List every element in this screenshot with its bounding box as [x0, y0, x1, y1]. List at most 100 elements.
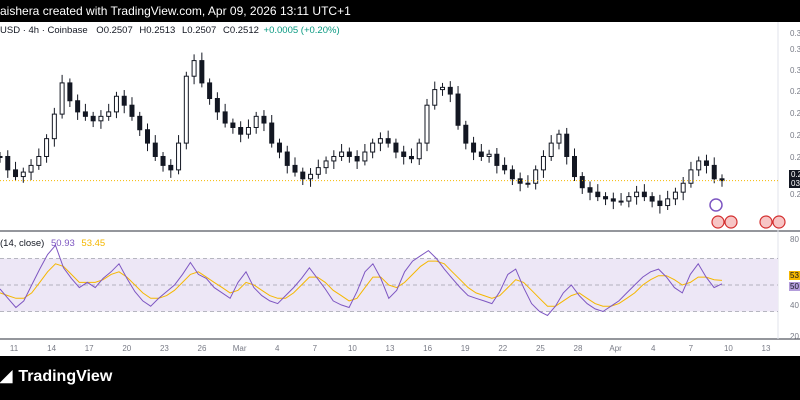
price-tick-label: 0.2: [790, 109, 800, 118]
candle-body: [214, 98, 220, 113]
candle-body: [331, 155, 337, 162]
candle-body: [440, 86, 446, 91]
candle-body: [269, 122, 275, 144]
candle-body: [478, 151, 484, 157]
candle-body: [362, 151, 368, 162]
tradingview-logo[interactable]: ◢ TradingView: [0, 365, 112, 389]
rsi-line: [0, 244, 723, 317]
time-tick-label: 19: [461, 344, 470, 353]
candle-body: [587, 187, 593, 193]
candle-body: [432, 89, 438, 106]
price-tick-label: 0.2: [790, 87, 800, 96]
bar-countdown: 03:: [791, 179, 800, 188]
footer-bar: ◢ TradingView: [0, 356, 800, 400]
last-price-tag: 0.2 03:: [789, 170, 800, 188]
rsi-ma-tag: 53: [789, 271, 800, 280]
candle-body: [245, 127, 251, 135]
time-tick-label: 10: [724, 344, 733, 353]
close-label: C: [222, 25, 230, 36]
time-tick-label: Apr: [609, 344, 622, 353]
rsi-params: (14, close): [0, 238, 45, 249]
rsi-value-tag-value: 50: [790, 282, 799, 291]
candle-body: [82, 111, 88, 117]
candle-body: [90, 115, 96, 122]
candle-body: [665, 198, 671, 207]
candle-body: [688, 169, 694, 184]
candle-body: [145, 129, 151, 144]
rsi-value: 50.93: [51, 238, 75, 249]
candle-body: [494, 153, 500, 166]
event-markers: [709, 198, 786, 229]
candle-body: [183, 75, 189, 144]
candle-body: [579, 176, 585, 189]
us-flag-icon: [759, 215, 773, 229]
candle-body: [176, 142, 182, 171]
candle-body: [354, 155, 360, 162]
candle-body: [634, 191, 640, 198]
price-tick-label: 0.3: [790, 29, 800, 38]
candle-body: [292, 164, 298, 173]
candle-body: [603, 196, 609, 200]
candle-body: [610, 198, 616, 202]
candle-body: [385, 138, 391, 144]
rsi-value-tag: 50: [789, 282, 800, 291]
rsi-pane: 80 40 20: [0, 235, 799, 341]
candle-body: [486, 153, 492, 157]
candle-body: [222, 111, 228, 124]
price-tick-label: 0.2: [790, 153, 800, 162]
chart-header: aishera created with TradingView.com, Ap…: [0, 0, 800, 22]
candle-body: [696, 160, 702, 171]
price-axis: 0.3 0.3 0.3 0.2 0.2 0.2 0.2 0.2: [790, 29, 800, 199]
time-tick-label: 20: [122, 344, 131, 353]
candle-body: [261, 115, 267, 124]
candle-body: [315, 167, 321, 175]
candle-body: [416, 142, 422, 160]
time-tick-label: 11: [10, 344, 19, 353]
time-tick-label: 28: [574, 344, 583, 353]
high-label: H: [139, 25, 147, 36]
us-flag-icon: [724, 215, 738, 229]
rsi-tick-label: 40: [790, 301, 799, 310]
candle-body: [20, 171, 26, 178]
candle-body: [618, 200, 624, 203]
candle-body: [13, 169, 19, 178]
candle-body: [711, 164, 717, 180]
time-tick-label: 10: [348, 344, 357, 353]
candle-body: [137, 115, 143, 131]
low-value: 0.2507: [187, 25, 217, 36]
time-tick-label: 23: [160, 344, 169, 353]
candle-body: [284, 151, 290, 166]
candle-body: [649, 196, 655, 202]
candle-body: [471, 142, 477, 153]
candle-body: [67, 82, 73, 102]
lightning-icon: [709, 198, 723, 212]
price-tick-label: 0.3: [790, 66, 800, 75]
time-tick-label: 7: [689, 344, 694, 353]
candle-body: [51, 113, 57, 140]
candle-body: [540, 155, 546, 171]
header-text: aishera created with TradingView.com, Ap…: [0, 4, 351, 18]
candle-body: [276, 142, 282, 153]
candle-body: [509, 169, 515, 180]
time-tick-label: 25: [536, 344, 545, 353]
candle-body: [44, 138, 50, 157]
candle-body: [657, 200, 663, 207]
candle-body: [191, 60, 197, 77]
candle-body: [719, 178, 725, 182]
chart-canvas[interactable]: 0.3 0.3 0.3 0.2 0.2 0.2 0.2 0.2 80 40 20 11 14 17 20…: [0, 22, 800, 356]
candle-body: [199, 60, 205, 84]
candle-body: [168, 164, 174, 171]
us-flag-icon: [772, 215, 786, 229]
candle-body: [36, 155, 42, 166]
rsi-ma-line: [0, 260, 723, 307]
price-tick-label: 0.2: [790, 190, 800, 199]
rsi-tick-label: 20: [790, 332, 799, 341]
rsi-ma-tag-value: 53: [790, 271, 799, 280]
candle-body: [346, 151, 352, 157]
candle-body: [408, 155, 414, 160]
candle-body: [626, 196, 632, 202]
open-label: O: [96, 25, 104, 36]
time-tick-label: 14: [47, 344, 56, 353]
change-value: +0.0005 (+0.20%): [263, 25, 340, 36]
candle-body: [533, 169, 539, 184]
